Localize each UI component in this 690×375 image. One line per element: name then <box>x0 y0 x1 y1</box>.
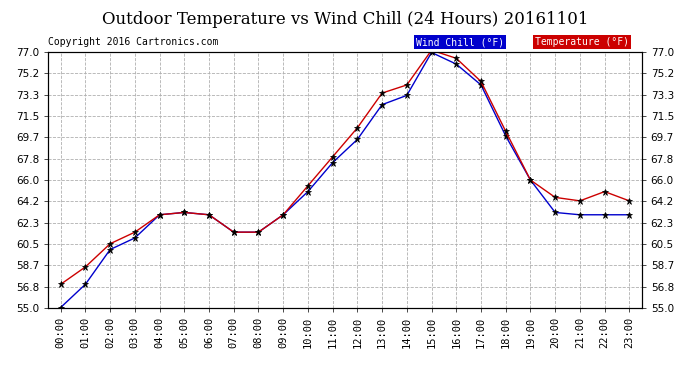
Text: Wind Chill (°F): Wind Chill (°F) <box>416 38 504 47</box>
Text: Copyright 2016 Cartronics.com: Copyright 2016 Cartronics.com <box>48 38 219 47</box>
Text: Outdoor Temperature vs Wind Chill (24 Hours) 20161101: Outdoor Temperature vs Wind Chill (24 Ho… <box>101 11 589 28</box>
Text: Temperature (°F): Temperature (°F) <box>535 38 629 47</box>
